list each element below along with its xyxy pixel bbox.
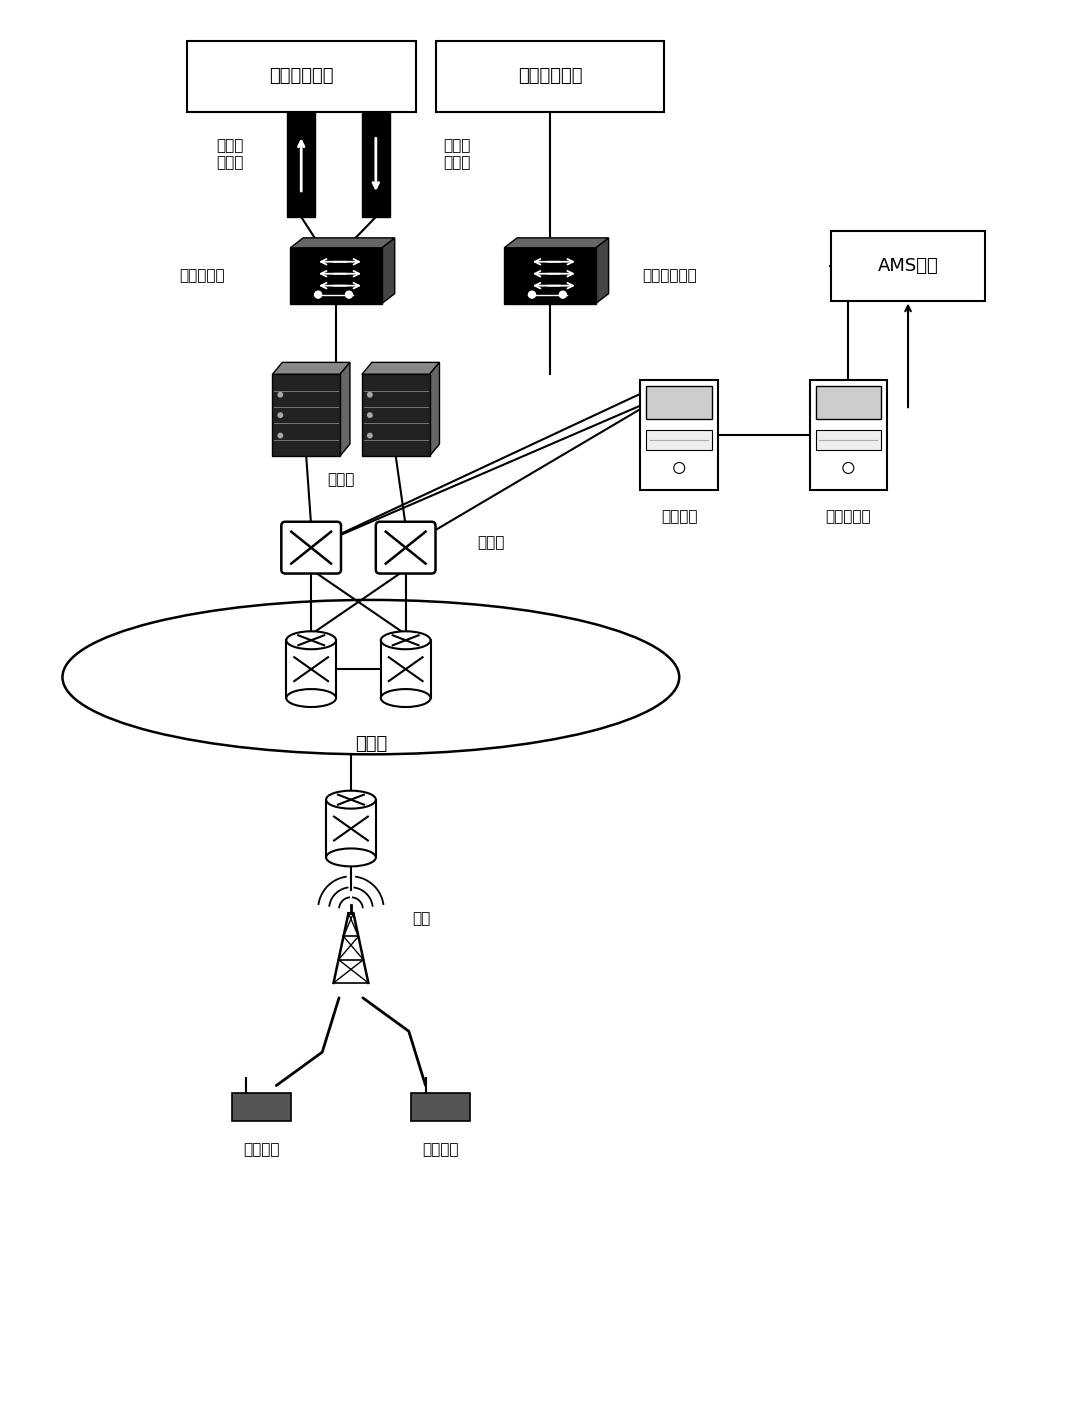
Ellipse shape [286, 690, 337, 707]
Circle shape [314, 291, 322, 298]
FancyBboxPatch shape [504, 248, 595, 304]
FancyBboxPatch shape [231, 1094, 291, 1121]
Polygon shape [291, 238, 395, 248]
FancyBboxPatch shape [816, 430, 881, 450]
Text: 反向隔
离装置: 反向隔 离装置 [444, 138, 471, 170]
Ellipse shape [326, 790, 376, 809]
FancyBboxPatch shape [186, 41, 415, 112]
Polygon shape [381, 238, 395, 304]
Ellipse shape [381, 690, 430, 707]
Polygon shape [273, 362, 350, 375]
Circle shape [278, 433, 282, 438]
Text: 管理信息大区: 管理信息大区 [518, 68, 583, 85]
Circle shape [278, 393, 282, 397]
Circle shape [674, 463, 685, 474]
Text: AMS系统: AMS系统 [878, 257, 938, 275]
Text: 核心网: 核心网 [327, 473, 355, 487]
FancyBboxPatch shape [362, 375, 429, 455]
Text: 业务终端: 业务终端 [422, 1142, 459, 1156]
Polygon shape [595, 238, 608, 304]
FancyBboxPatch shape [646, 386, 712, 419]
Ellipse shape [286, 631, 337, 650]
Text: 安全接入区: 安全接入区 [179, 268, 225, 284]
Text: 传输网: 传输网 [355, 735, 387, 753]
FancyBboxPatch shape [411, 1094, 471, 1121]
FancyBboxPatch shape [436, 41, 665, 112]
FancyBboxPatch shape [381, 640, 430, 698]
Text: 交换机: 交换机 [477, 535, 505, 551]
Ellipse shape [326, 849, 376, 867]
FancyBboxPatch shape [286, 640, 337, 698]
Polygon shape [340, 362, 350, 455]
FancyBboxPatch shape [816, 386, 881, 419]
Text: 基站: 基站 [412, 911, 431, 925]
Circle shape [345, 291, 353, 298]
FancyBboxPatch shape [640, 380, 718, 490]
Circle shape [367, 413, 372, 417]
FancyBboxPatch shape [646, 430, 712, 450]
FancyBboxPatch shape [809, 380, 887, 490]
Text: 正向隔
离装置: 正向隔 离装置 [216, 138, 243, 170]
Text: 生产控制大区: 生产控制大区 [269, 68, 333, 85]
FancyBboxPatch shape [291, 248, 381, 304]
FancyBboxPatch shape [362, 112, 390, 217]
Circle shape [528, 291, 536, 298]
Text: 安全接入平台: 安全接入平台 [642, 268, 697, 284]
Circle shape [842, 463, 854, 474]
FancyBboxPatch shape [326, 800, 376, 857]
Circle shape [278, 413, 282, 417]
FancyBboxPatch shape [281, 522, 341, 573]
Text: 接口服务器: 接口服务器 [825, 509, 871, 524]
FancyBboxPatch shape [376, 522, 436, 573]
Circle shape [367, 433, 372, 438]
Text: 网管设备: 网管设备 [661, 509, 698, 524]
Ellipse shape [381, 631, 430, 650]
FancyBboxPatch shape [831, 231, 985, 301]
FancyBboxPatch shape [273, 375, 340, 455]
Circle shape [367, 393, 372, 397]
Polygon shape [362, 362, 440, 375]
Polygon shape [429, 362, 440, 455]
Circle shape [559, 291, 567, 298]
FancyBboxPatch shape [288, 112, 315, 217]
Text: 业务终端: 业务终端 [243, 1142, 280, 1156]
Polygon shape [504, 238, 608, 248]
